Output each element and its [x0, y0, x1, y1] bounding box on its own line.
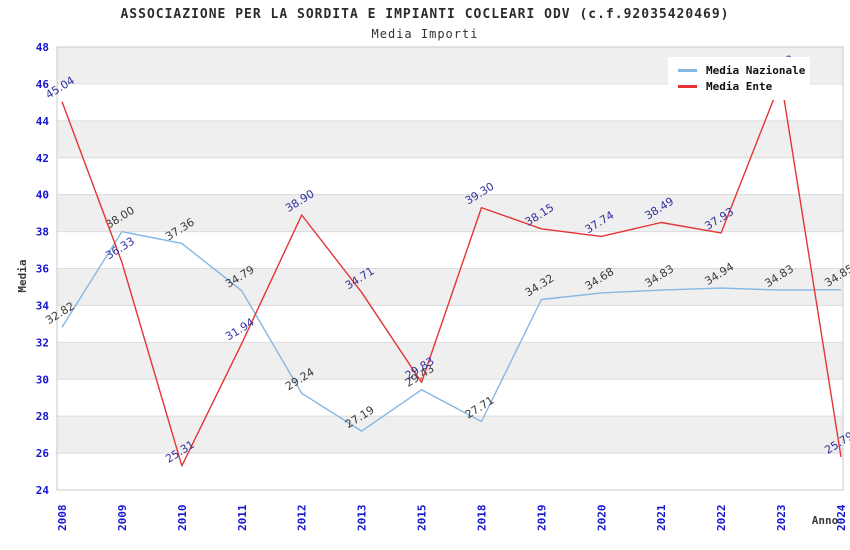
- plot-band: [57, 194, 843, 232]
- y-tick-label: 40: [36, 189, 49, 202]
- y-axis-title: Media: [16, 259, 29, 292]
- plot-band: [57, 416, 843, 454]
- y-tick-label: 46: [36, 78, 50, 91]
- x-tick-label: 2018: [475, 505, 488, 532]
- x-tick-label: 2010: [176, 505, 189, 532]
- x-tick-label: 2011: [236, 504, 249, 531]
- y-tick-label: 30: [36, 373, 49, 386]
- x-axis-title: Anno: [812, 514, 839, 527]
- x-tick-label: 2015: [416, 505, 429, 532]
- x-tick-label: 2024: [835, 504, 848, 531]
- legend-swatch-media-nazionale-icon: [678, 69, 697, 72]
- y-tick-label: 26: [36, 447, 50, 460]
- y-tick-label: 34: [36, 299, 50, 312]
- y-tick-label: 36: [36, 263, 50, 276]
- x-tick-label: 2019: [535, 505, 548, 532]
- y-tick-label: 28: [36, 410, 49, 423]
- legend-box: Media Nazionale Media Ente: [668, 57, 810, 100]
- x-tick-label: 2023: [775, 505, 788, 532]
- x-tick-label: 2008: [56, 505, 69, 532]
- legend-label: Media Ente: [706, 80, 773, 93]
- series-line-media-nazionale: [61, 230, 842, 432]
- y-tick-label: 48: [36, 41, 49, 54]
- legend-swatch-media-ente-icon: [678, 85, 697, 88]
- x-tick-label: 2012: [296, 505, 309, 532]
- legend-item-media-nazionale: Media Nazionale: [678, 64, 805, 77]
- series-line-media-ente: [61, 79, 842, 467]
- y-tick-label: 32: [36, 336, 49, 349]
- plot-band: [57, 342, 843, 380]
- legend-item-media-ente: Media Ente: [678, 80, 800, 93]
- x-tick-label: 2009: [116, 505, 129, 532]
- y-tick-label: 44: [36, 115, 50, 128]
- x-tick-label: 2021: [655, 504, 668, 531]
- plot-band: [57, 120, 843, 158]
- plot-border: [56, 46, 844, 491]
- x-tick-label: 2020: [595, 505, 608, 532]
- x-tick-label: 2013: [356, 505, 369, 532]
- x-tick-label: 2022: [715, 505, 728, 532]
- y-tick-label: 38: [36, 226, 49, 239]
- y-tick-label: 24: [36, 484, 50, 497]
- y-tick-label: 42: [36, 152, 49, 165]
- legend-label: Media Nazionale: [706, 64, 806, 77]
- chart-subtitle: Media Importi: [371, 27, 479, 41]
- chart-title: ASSOCIAZIONE PER LA SORDITA E IMPIANTI C…: [120, 7, 730, 22]
- data-label: 31.94: [223, 316, 257, 344]
